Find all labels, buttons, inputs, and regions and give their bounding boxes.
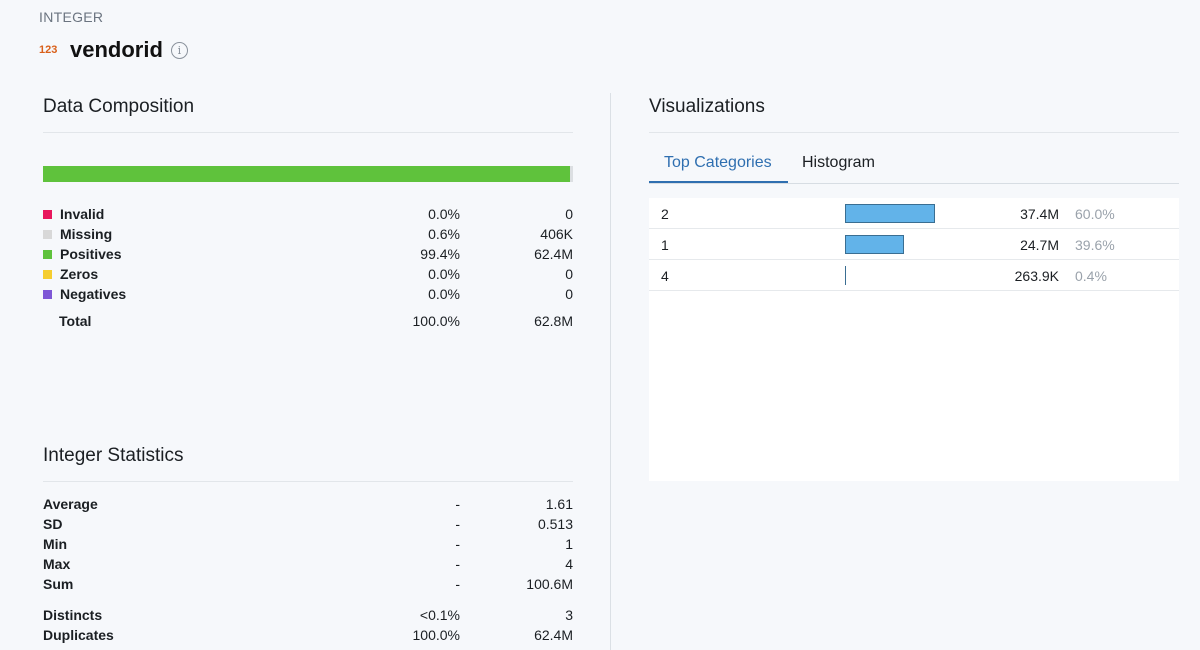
invalid-swatch: [43, 210, 52, 219]
row-label: Sum: [43, 576, 74, 592]
section-divider: [43, 132, 573, 133]
row-label: Invalid: [60, 206, 105, 222]
category-row[interactable]: 4 263.9K 0.4%: [649, 260, 1179, 291]
composition-table: Invalid 0.0% 0 Missing 0.6% 406K Positiv…: [43, 204, 573, 331]
row-label: Max: [43, 556, 71, 572]
row-label: Total: [59, 313, 92, 329]
zeros-swatch: [43, 270, 52, 279]
row-count: 0: [565, 266, 573, 282]
row-value: 0.513: [537, 516, 573, 532]
category-label: 1: [661, 237, 669, 253]
row-value: 62.4M: [534, 627, 573, 643]
composition-bar-positives: [43, 166, 570, 182]
integer-type-icon: 123: [39, 44, 58, 56]
row-percent: -: [455, 576, 460, 592]
row-label: Zeros: [60, 266, 99, 282]
row-label: Negatives: [60, 286, 127, 302]
section-divider: [43, 481, 573, 482]
category-count: 263.9K: [1014, 268, 1059, 284]
row-percent: 0.0%: [428, 206, 460, 222]
row-percent: 100.0%: [412, 313, 460, 329]
row-label: Duplicates: [43, 627, 114, 643]
row-percent: 0.0%: [428, 266, 460, 282]
composition-row-total: Total 100.0% 62.8M: [43, 311, 573, 331]
category-label: 4: [661, 268, 669, 284]
data-composition-title: Data Composition: [43, 96, 195, 117]
negatives-swatch: [43, 290, 52, 299]
stat-row-max: Max - 4: [43, 554, 573, 574]
category-count: 24.7M: [1020, 237, 1059, 253]
composition-row-invalid: Invalid 0.0% 0: [43, 204, 573, 224]
category-label: 2: [661, 206, 669, 222]
row-value: 1: [565, 536, 573, 552]
visualization-tabs: Top Categories Histogram: [649, 143, 1179, 184]
row-label: Distincts: [43, 607, 103, 623]
stat-row-min: Min - 1: [43, 534, 573, 554]
composition-row-missing: Missing 0.6% 406K: [43, 224, 573, 244]
positives-swatch: [43, 250, 52, 259]
top-categories-panel: 2 37.4M 60.0% 1 24.7M 39.6% 4 263.9K 0.4…: [649, 198, 1179, 481]
integer-statistics-title: Integer Statistics: [43, 445, 184, 466]
row-value: 3: [565, 607, 573, 623]
row-percent: 99.4%: [420, 246, 460, 262]
column-name: vendorid: [70, 37, 163, 62]
category-bar: [845, 266, 847, 285]
row-percent: 0.6%: [428, 226, 460, 242]
stat-row-sd: SD - 0.513: [43, 514, 573, 534]
category-percent: 39.6%: [1075, 237, 1115, 253]
row-percent: -: [455, 536, 460, 552]
row-count: 62.4M: [534, 246, 573, 262]
tab-top-categories[interactable]: Top Categories: [664, 154, 772, 171]
composition-bar: [43, 166, 573, 182]
row-percent: <0.1%: [419, 607, 460, 623]
tab-histogram[interactable]: Histogram: [802, 154, 875, 171]
stat-row-distincts: Distincts <0.1% 3: [43, 605, 573, 625]
category-bar: [845, 204, 935, 223]
active-tab-indicator: [649, 181, 788, 183]
category-bar: [845, 235, 905, 254]
visualizations-title: Visualizations: [649, 96, 765, 117]
row-count: 0: [565, 206, 573, 222]
row-label: Positives: [60, 246, 122, 262]
composition-row-positives: Positives 99.4% 62.4M: [43, 244, 573, 264]
row-count: 62.8M: [534, 313, 573, 329]
integer-stats-table: Average - 1.61 SD - 0.513 Min - 1 Max - …: [43, 494, 573, 645]
category-percent: 0.4%: [1075, 268, 1107, 284]
row-count: 406K: [540, 226, 573, 242]
stat-row-sum: Sum - 100.6M: [43, 574, 573, 594]
row-label: SD: [43, 516, 63, 532]
column-type-label: INTEGER: [39, 9, 104, 25]
row-value: 100.6M: [526, 576, 573, 592]
row-count: 0: [565, 286, 573, 302]
stat-row-average: Average - 1.61: [43, 494, 573, 514]
category-percent: 60.0%: [1075, 206, 1115, 222]
row-label: Average: [43, 496, 98, 512]
row-value: 4: [565, 556, 573, 572]
row-label: Min: [43, 536, 68, 552]
panel-divider: [610, 93, 611, 650]
category-row[interactable]: 2 37.4M 60.0%: [649, 198, 1179, 229]
row-percent: 100.0%: [412, 627, 460, 643]
info-icon[interactable]: i: [170, 41, 188, 59]
section-divider: [649, 132, 1179, 133]
composition-row-zeros: Zeros 0.0% 0: [43, 264, 573, 284]
composition-row-negatives: Negatives 0.0% 0: [43, 284, 573, 304]
category-row[interactable]: 1 24.7M 39.6%: [649, 229, 1179, 260]
row-percent: -: [455, 496, 460, 512]
column-title-row: 123 vendorid i: [39, 37, 188, 63]
row-percent: -: [455, 556, 460, 572]
row-label: Missing: [60, 226, 113, 242]
row-percent: 0.0%: [428, 286, 460, 302]
category-count: 37.4M: [1020, 206, 1059, 222]
missing-swatch: [43, 230, 52, 239]
stat-row-duplicates: Duplicates 100.0% 62.4M: [43, 625, 573, 645]
row-percent: -: [455, 516, 460, 532]
row-value: 1.61: [545, 496, 573, 512]
